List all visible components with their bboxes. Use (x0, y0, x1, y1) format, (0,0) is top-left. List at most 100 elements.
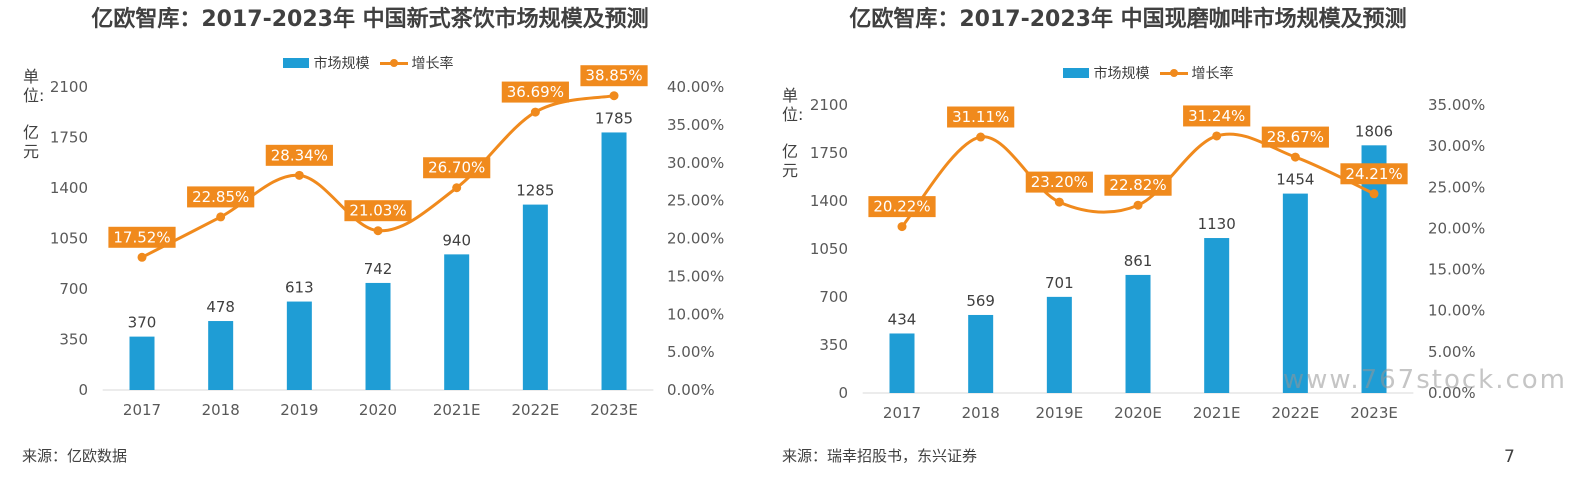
growth-label-box (1025, 171, 1093, 193)
y-left-tick-label: 0 (78, 381, 88, 399)
growth-label-box (580, 65, 648, 87)
growth-point-2022E (530, 107, 540, 117)
growth-label-2017: 20.22% (868, 196, 936, 218)
y-right-tick-label: 30.00% (1428, 137, 1485, 155)
growth-label-box (1261, 126, 1329, 148)
x-tick-label: 2020E (1114, 404, 1162, 422)
legend-line-swatch (1159, 68, 1188, 78)
x-tick-label: 2017 (883, 404, 921, 422)
y-right-tick-label: 35.00% (1428, 96, 1485, 114)
growth-label-text: 38.85% (585, 67, 642, 85)
growth-point-2021E (1212, 131, 1222, 141)
legend-coffee: 市场规模 增长率 (760, 63, 1536, 83)
growth-point-2017 (897, 222, 907, 232)
bar-value-label-2020E: 861 (1124, 252, 1153, 270)
y-left-tick-label: 1400 (50, 179, 88, 197)
growth-label-2020E: 22.82% (1104, 174, 1172, 196)
legend-bar-swatch (282, 58, 309, 68)
growth-point-2023E (1369, 189, 1379, 199)
bar-value-label-2022E: 1454 (1276, 171, 1314, 189)
x-tick-label: 2021E (1193, 404, 1241, 422)
growth-point-2021E (452, 183, 462, 193)
growth-label-box (1183, 105, 1251, 127)
bar-value-label-2023E: 1806 (1355, 122, 1393, 140)
growth-label-text: 22.82% (1109, 176, 1166, 194)
bar-value-label-2021E: 940 (442, 231, 471, 249)
growth-label-2020: 21.03% (344, 200, 412, 222)
legend-label-growth-rate: 增长率 (1191, 66, 1234, 82)
y-right-tick-label: 20.00% (667, 230, 724, 248)
bar-2018 (208, 321, 234, 390)
bar-2017 (129, 336, 155, 390)
bar-2020 (365, 282, 391, 390)
y-right-tick-label: 0.00% (1428, 384, 1476, 402)
y-right-tick-label: 10.00% (1428, 302, 1485, 320)
bar-value-label-2017: 434 (888, 310, 917, 328)
legend-tea: 市场规模 增长率 (0, 53, 736, 73)
growth-label-box (501, 81, 569, 103)
y-left-tick-label: 2100 (50, 78, 88, 96)
y-left-tick-label: 1750 (50, 129, 88, 147)
growth-label-text: 22.85% (192, 188, 249, 206)
chart-title-coffee: 亿欧智库：2017-2023年 中国现磨咖啡市场规模及预测 (849, 7, 1407, 32)
growth-label-2019: 28.34% (265, 144, 333, 166)
growth-label-box (1104, 174, 1172, 196)
growth-label-2018: 31.11% (947, 106, 1015, 128)
bar-2022E (1282, 193, 1308, 393)
y-left-tick-label: 1400 (810, 192, 848, 210)
chart-tea: 单位:亿元 0 350 700 1050 1400 1750 2100 0.00% 5.00% 10… (23, 65, 724, 419)
y-left-tick-label: 1050 (50, 230, 88, 248)
y-left-tick-label: 2100 (810, 96, 848, 114)
growth-label-2023E: 38.85% (580, 65, 648, 87)
y-left-tick-label: 350 (819, 336, 848, 354)
chart-title-tea: 亿欧智库：2017-2023年 中国新式茶饮市场规模及预测 (91, 7, 649, 32)
y-right-tick-label: 15.00% (667, 267, 724, 285)
x-tick-label: 2023E (590, 401, 638, 419)
source-note-tea: 来源：亿欧数据 (22, 447, 128, 465)
x-tick-label: 2023E (1350, 404, 1398, 422)
bar-value-label-2021E: 1130 (1198, 215, 1236, 233)
y-left-tick-label: 700 (59, 280, 88, 298)
legend-line-dot (389, 59, 398, 67)
y-left-tick-label: 1050 (810, 240, 848, 258)
growth-label-text: 21.03% (349, 202, 406, 220)
y-right-tick-label: 25.00% (1428, 178, 1485, 196)
growth-label-text: 17.52% (113, 228, 170, 246)
x-tick-label: 2021E (433, 401, 481, 419)
growth-label-text: 24.21% (1345, 165, 1402, 183)
x-tick-label: 2022E (512, 401, 560, 419)
y-left-tick-label: 1750 (810, 144, 848, 162)
growth-point-2018 (216, 212, 226, 222)
legend-label-market-size: 市场规模 (313, 56, 370, 72)
legend-label-growth-rate: 增长率 (411, 56, 454, 72)
growth-point-2017 (137, 252, 147, 262)
growth-label-box (1340, 163, 1408, 185)
legend-line-dot (1169, 69, 1178, 77)
growth-label-text: 20.22% (873, 198, 930, 216)
x-tick-label: 2022E (1272, 404, 1320, 422)
bar-2017 (889, 333, 915, 393)
legend-line-swatch (379, 58, 408, 68)
bar-2021E (1204, 238, 1230, 393)
y-axis-unit-label: 单位:亿元 (782, 86, 803, 180)
growth-label-2018: 22.85% (187, 186, 255, 208)
chart-coffee: 单位:亿元 0 350 700 1050 1400 1750 2100 0.00% 5.00% 10… (782, 86, 1485, 422)
y-left-tick-label: 700 (819, 288, 848, 306)
growth-label-box (265, 144, 333, 166)
growth-label-2017: 17.52% (108, 226, 176, 248)
bar-2020E (1125, 274, 1151, 393)
bar-value-label-2022E: 1285 (516, 182, 554, 200)
growth-label-box (423, 157, 491, 179)
growth-label-text: 23.20% (1031, 173, 1088, 191)
bar-value-label-2020: 742 (364, 260, 393, 278)
growth-point-2020E (1133, 200, 1143, 210)
growth-point-2018 (976, 132, 986, 142)
y-right-tick-label: 5.00% (667, 343, 715, 361)
y-right-tick-label: 35.00% (667, 116, 724, 134)
y-right-tick-label: 15.00% (1428, 261, 1485, 279)
growth-label-2023E: 24.21% (1340, 163, 1408, 185)
growth-label-box (947, 106, 1015, 128)
x-tick-label: 2018 (202, 401, 240, 419)
